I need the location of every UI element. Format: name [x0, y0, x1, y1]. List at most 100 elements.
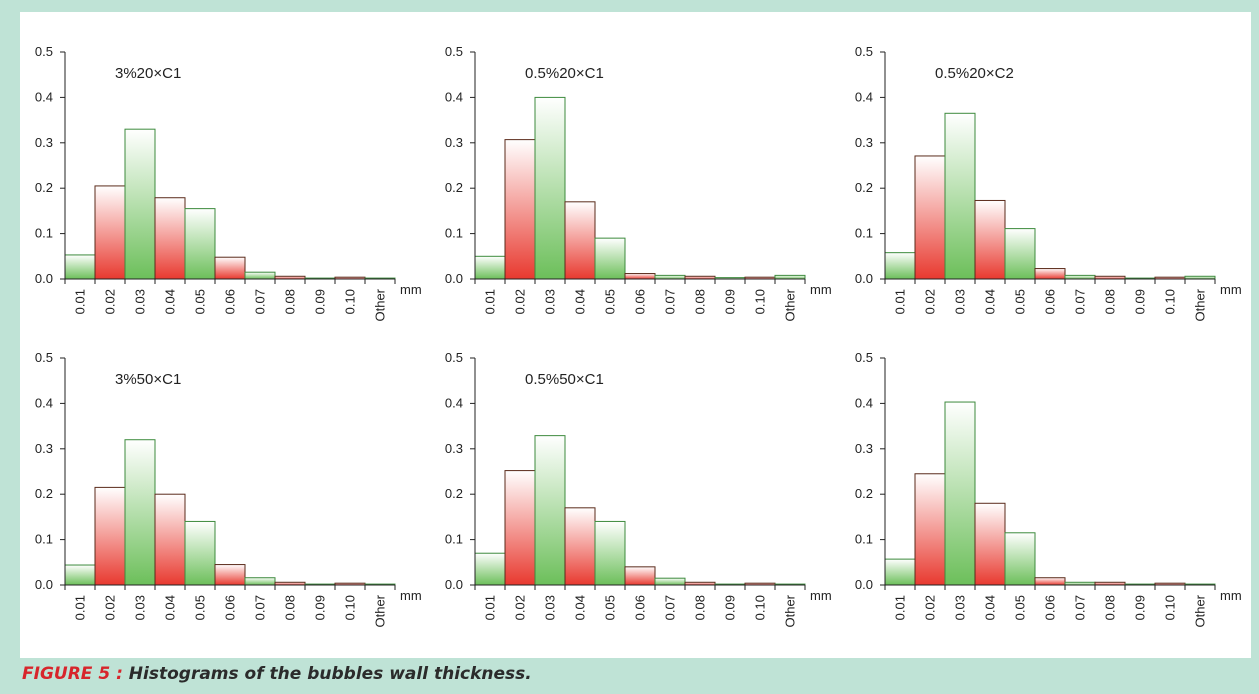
x-tick-label: 0.02	[923, 595, 938, 620]
y-tick-label: 0.3	[35, 135, 53, 150]
histogram-bar	[214, 564, 246, 586]
x-tick-label: 0.04	[983, 289, 998, 314]
x-unit-label: mm	[810, 282, 832, 297]
x-tick-label: 0.08	[283, 289, 298, 314]
histogram-bar	[1064, 274, 1096, 280]
x-tick-label: 0.06	[223, 595, 238, 620]
histogram-bar	[1004, 532, 1036, 586]
x-tick-label: 0.10	[753, 595, 768, 620]
histogram-bar	[504, 139, 536, 280]
y-tick-label: 0.2	[445, 486, 463, 501]
x-tick-label: 0.08	[693, 595, 708, 620]
histogram-bar	[944, 401, 976, 586]
histogram-bar	[624, 273, 656, 280]
y-tick-label: 0.5	[855, 350, 873, 365]
histogram-chart-4: 0.0 0.1 0.2 0.3 0.4 0.5 0.01 0.02 0.03 0.04 0.05 0.…	[20, 318, 432, 628]
y-tick-label: 0.0	[855, 271, 873, 286]
x-tick-label: Other	[1193, 288, 1208, 321]
histogram-bar	[94, 486, 126, 586]
x-tick-label: 0.08	[693, 289, 708, 314]
histogram-bar	[474, 552, 506, 586]
x-tick-label: 0.05	[193, 289, 208, 314]
x-tick-label: 0.09	[1133, 289, 1148, 314]
histogram-bar	[124, 439, 156, 586]
x-tick-label: 0.10	[753, 289, 768, 314]
figure-panel: 0.0 0.1 0.2 0.3 0.4 0.5 0.01 0.02 0.03 0.04 0.05 0.…	[20, 12, 1251, 658]
y-tick-label: 0.4	[445, 395, 463, 410]
y-tick-label: 0.2	[35, 180, 53, 195]
x-tick-label: 0.03	[133, 595, 148, 620]
histogram-chart-2: 0.0 0.1 0.2 0.3 0.4 0.5 0.01 0.02 0.03 0.04 0.05 0.…	[430, 12, 842, 322]
x-tick-label: Other	[1193, 594, 1208, 627]
x-tick-label: Other	[373, 594, 388, 627]
y-tick-label: 0.5	[445, 44, 463, 59]
histogram-bar	[564, 507, 596, 586]
histogram-chart-6: 0.0 0.1 0.2 0.3 0.4 0.5 0.01 0.02 0.03 0.04 0.05 0.…	[840, 318, 1252, 628]
x-tick-label: 0.10	[1163, 595, 1178, 620]
histogram-bar	[94, 185, 126, 280]
histogram-bar	[594, 237, 626, 280]
x-tick-label: 0.05	[603, 289, 618, 314]
x-tick-label: 0.07	[663, 289, 678, 314]
y-tick-label: 0.0	[855, 577, 873, 592]
histogram-svg: 0.0 0.1 0.2 0.3 0.4 0.5 0.01 0.02 0.03 0.04 0.05 0.…	[855, 350, 1242, 628]
x-tick-label: 0.05	[1013, 289, 1028, 314]
histogram-bar	[914, 155, 946, 280]
x-tick-label: 0.03	[543, 289, 558, 314]
histogram-chart-1: 0.0 0.1 0.2 0.3 0.4 0.5 0.01 0.02 0.03 0.04 0.05 0.…	[20, 12, 432, 322]
x-tick-label: Other	[373, 288, 388, 321]
histogram-bar	[124, 128, 156, 280]
x-tick-label: 0.02	[513, 595, 528, 620]
y-tick-label: 0.3	[35, 441, 53, 456]
x-tick-label: 0.06	[633, 289, 648, 314]
y-tick-label: 0.0	[35, 577, 53, 592]
histogram-bar	[1004, 228, 1036, 280]
histogram-bar	[244, 577, 276, 586]
x-tick-label: 0.01	[483, 289, 498, 314]
y-tick-label: 0.2	[445, 180, 463, 195]
x-unit-label: mm	[1220, 282, 1242, 297]
histogram-bar	[474, 255, 506, 280]
y-tick-label: 0.4	[855, 89, 873, 104]
x-tick-label: 0.05	[193, 595, 208, 620]
y-tick-label: 0.1	[855, 532, 873, 547]
x-tick-label: 0.10	[343, 595, 358, 620]
histogram-bar	[654, 274, 686, 280]
histogram-bar	[944, 112, 976, 280]
x-tick-label: 0.07	[1073, 595, 1088, 620]
x-tick-label: 0.07	[253, 289, 268, 314]
y-tick-label: 0.0	[35, 271, 53, 286]
histogram-bar	[154, 493, 186, 586]
y-tick-label: 0.3	[855, 135, 873, 150]
y-tick-label: 0.4	[855, 395, 873, 410]
x-tick-label: 0.08	[1103, 595, 1118, 620]
x-tick-label: 0.02	[923, 289, 938, 314]
histogram-bar	[64, 564, 96, 586]
y-tick-label: 0.5	[35, 44, 53, 59]
x-tick-label: 0.02	[103, 289, 118, 314]
histogram-bar	[184, 208, 216, 280]
x-tick-label: 0.09	[723, 289, 738, 314]
histogram-svg: 0.0 0.1 0.2 0.3 0.4 0.5 0.01 0.02 0.03 0.04 0.05 0.…	[35, 44, 422, 322]
x-tick-label: 0.01	[893, 595, 908, 620]
y-tick-label: 0.1	[445, 532, 463, 547]
histogram-bar	[884, 252, 916, 280]
histogram-bar	[914, 473, 946, 586]
histogram-bar	[974, 502, 1006, 586]
y-tick-label: 0.4	[35, 89, 53, 104]
y-tick-label: 0.5	[445, 350, 463, 365]
x-tick-label: 0.06	[1043, 595, 1058, 620]
histogram-bar	[884, 558, 916, 586]
y-tick-label: 0.2	[855, 486, 873, 501]
y-tick-label: 0.4	[445, 89, 463, 104]
x-tick-label: 0.04	[573, 289, 588, 314]
y-tick-label: 0.4	[35, 395, 53, 410]
x-unit-label: mm	[400, 588, 422, 603]
histogram-svg: 0.0 0.1 0.2 0.3 0.4 0.5 0.01 0.02 0.03 0.04 0.05 0.…	[445, 350, 832, 628]
histogram-bar	[214, 256, 246, 280]
x-tick-label: 0.09	[313, 595, 328, 620]
histogram-chart-5: 0.0 0.1 0.2 0.3 0.4 0.5 0.01 0.02 0.03 0.04 0.05 0.…	[430, 318, 842, 628]
chart-title: 3%20×C1	[115, 65, 181, 82]
histogram-bar	[974, 199, 1006, 280]
